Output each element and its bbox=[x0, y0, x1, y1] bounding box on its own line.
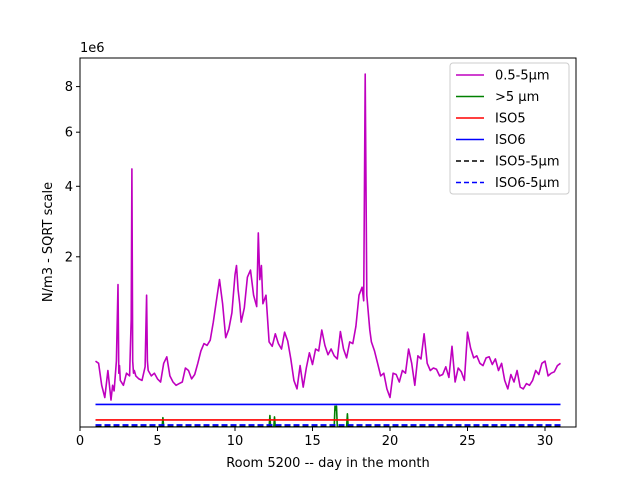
legend-label-5: ISO6-5µm bbox=[495, 176, 560, 191]
x-axis-label: Room 5200 -- day in the month bbox=[226, 456, 430, 471]
x-tick-label-25: 25 bbox=[459, 434, 476, 449]
y-tick-label-0: 2 bbox=[65, 250, 73, 265]
legend-label-1: >5 µm bbox=[495, 90, 539, 105]
series-line-1 bbox=[95, 405, 561, 427]
y-multiplier-label: 1e6 bbox=[80, 41, 105, 56]
y-tick-label-3: 8 bbox=[65, 80, 73, 95]
x-tick-label-10: 10 bbox=[227, 434, 244, 449]
legend: 0.5-5µm >5 µm ISO5 ISO6 ISO5-5µm ISO6-5µm bbox=[449, 62, 570, 195]
legend-label-0: 0.5-5µm bbox=[495, 69, 550, 84]
x-tick-label-20: 20 bbox=[382, 434, 399, 449]
x-tick-label-0: 0 bbox=[76, 434, 84, 449]
y-tick-label-2: 6 bbox=[65, 126, 73, 141]
series-layer bbox=[95, 73, 561, 427]
x-tick-label-5: 5 bbox=[153, 434, 161, 449]
legend-label-4: ISO5-5µm bbox=[495, 155, 560, 170]
y-axis-label: N/m3 - SQRT scale bbox=[41, 182, 56, 302]
plot-frame bbox=[79, 57, 577, 428]
x-tick-label-30: 30 bbox=[537, 434, 554, 449]
x-tick-label-15: 15 bbox=[304, 434, 321, 449]
legend-label-3: ISO6 bbox=[495, 133, 526, 148]
y-tick-label-1: 4 bbox=[65, 180, 73, 195]
axes-layer: 0 5 10 15 20 25 30 2 4 6 8 bbox=[65, 57, 577, 449]
legend-label-2: ISO5 bbox=[495, 112, 526, 127]
series-line-0 bbox=[95, 73, 561, 401]
